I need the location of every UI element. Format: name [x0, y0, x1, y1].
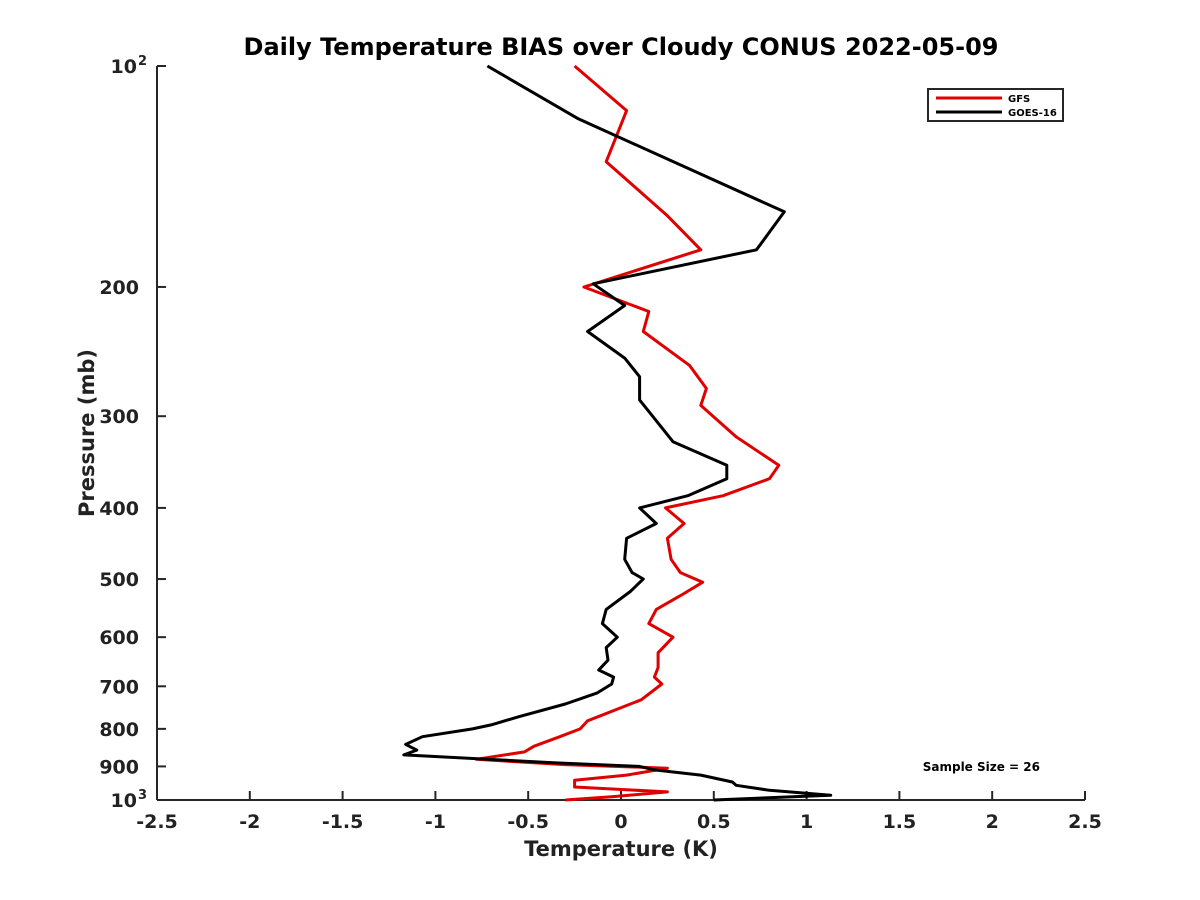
- series-line-gfs: [474, 64, 781, 802]
- y-tick-label: 400: [99, 498, 139, 520]
- x-tick-label: -1: [425, 811, 446, 833]
- series-lines: [402, 64, 833, 802]
- y-tick-label: 900: [99, 756, 139, 778]
- legend: GFS GOES-16: [927, 88, 1064, 122]
- x-tick-label: 2: [986, 811, 999, 833]
- y-tick-label: 10: [111, 790, 137, 812]
- y-tick-label: 800: [99, 719, 139, 741]
- series-line-goes-16: [402, 64, 833, 802]
- y-tick-label: 200: [99, 277, 139, 299]
- y-axis-label: Pressure (mb): [75, 349, 99, 517]
- axes: -2.5 -2 -1.5 -1 -0.5 0 0.5 1 1.5 2 2.510 2200300400…: [99, 54, 1102, 833]
- legend-label: GFS: [1008, 94, 1030, 105]
- legend-label: GOES-16: [1008, 108, 1057, 119]
- y-tick-label: 600: [99, 627, 139, 649]
- sample-size-annotation: Sample Size = 26: [923, 760, 1040, 774]
- y-tick-label: 300: [99, 406, 139, 428]
- x-tick-label: -2: [239, 811, 260, 833]
- y-tick-exponent: 3: [138, 788, 147, 803]
- x-tick-label: -1.5: [322, 811, 364, 833]
- x-axis-label: Temperature (K): [524, 837, 718, 861]
- x-tick-label: 1: [800, 811, 813, 833]
- chart-title: Daily Temperature BIAS over Cloudy CONUS…: [244, 33, 999, 61]
- x-tick-label: -2.5: [136, 811, 178, 833]
- x-tick-label: 1.5: [883, 811, 917, 833]
- x-tick-label: 2.5: [1068, 811, 1102, 833]
- y-tick-exponent: 2: [138, 54, 147, 69]
- x-tick-label: 0: [614, 811, 627, 833]
- x-tick-label: 0.5: [697, 811, 731, 833]
- x-tick-label: -0.5: [507, 811, 549, 833]
- y-tick-label: 700: [99, 676, 139, 698]
- y-tick-label: 10: [111, 56, 137, 78]
- legend-box: [927, 88, 1064, 122]
- y-tick-label: 500: [99, 569, 139, 591]
